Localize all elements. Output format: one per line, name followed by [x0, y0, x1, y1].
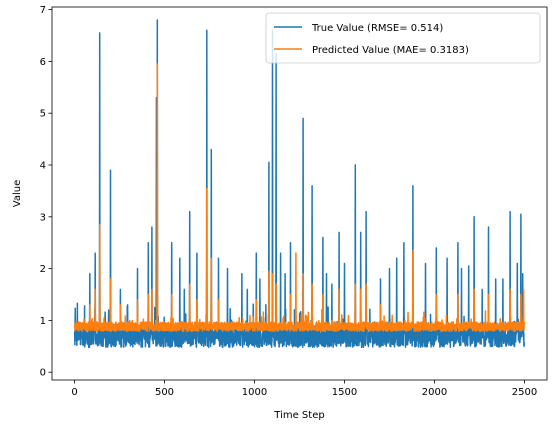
- y-tick-label: 3: [40, 212, 46, 223]
- plot-area: [51, 6, 548, 381]
- x-axis-label: Time Step: [273, 410, 324, 421]
- x-tick-label: 1500: [332, 387, 357, 398]
- y-tick-label: 7: [40, 5, 46, 16]
- x-tick-label: 500: [155, 387, 174, 398]
- legend-label-predicted: Predicted Value (MAE= 0.3183): [312, 45, 469, 56]
- series-line-true-value: [73, 19, 526, 349]
- y-axis-ticks: 0 1 2 3 4 5 6 7: [40, 5, 52, 379]
- y-tick-label: 5: [40, 109, 46, 120]
- y-tick-label: 4: [40, 161, 46, 172]
- x-tick-label: 0: [71, 387, 77, 398]
- y-tick-label: 2: [40, 264, 46, 275]
- series-line-predicted-value: [73, 63, 526, 333]
- series-layer: [73, 19, 526, 349]
- legend: True Value (RMSE= 0.514) Predicted Value…: [265, 12, 541, 64]
- y-tick-label: 6: [40, 57, 46, 68]
- y-axis-label: Value: [12, 180, 23, 207]
- x-axis-ticks: 0 500 1000 1500 2000 2500: [71, 380, 537, 398]
- axes-frame: [51, 6, 548, 381]
- x-tick-label: 2000: [422, 387, 447, 398]
- y-tick-label: 1: [40, 316, 46, 327]
- x-tick-label: 1000: [242, 387, 267, 398]
- legend-label-true: True Value (RMSE= 0.514): [311, 23, 443, 34]
- y-tick-label: 0: [40, 368, 46, 379]
- legend-box: [265, 12, 541, 64]
- x-tick-label: 2500: [512, 387, 537, 398]
